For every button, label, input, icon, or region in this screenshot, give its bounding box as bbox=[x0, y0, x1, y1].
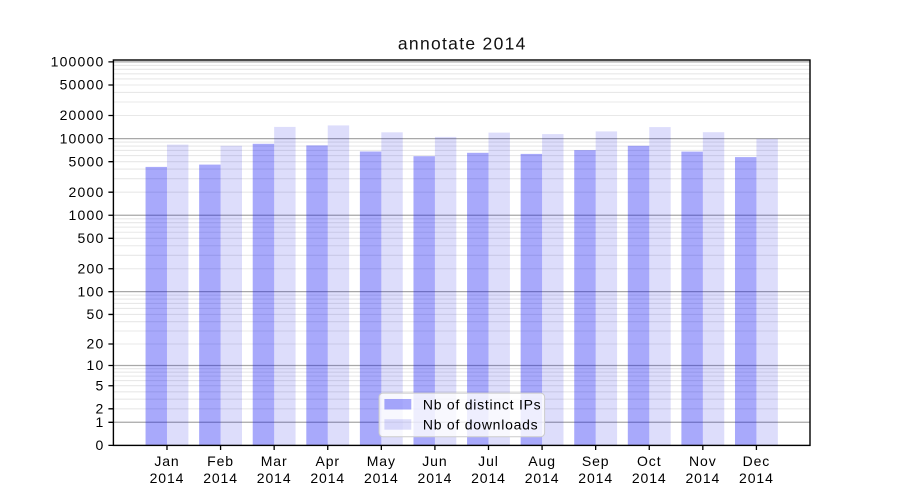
svg-text:20000: 20000 bbox=[60, 107, 105, 123]
svg-text:500: 500 bbox=[78, 230, 105, 246]
svg-text:20: 20 bbox=[87, 336, 105, 352]
svg-text:Nb of distinct IPs: Nb of distinct IPs bbox=[423, 396, 542, 412]
svg-text:Jul: Jul bbox=[478, 453, 499, 469]
svg-text:0: 0 bbox=[96, 437, 105, 453]
svg-text:5000: 5000 bbox=[69, 153, 105, 169]
svg-text:Dec: Dec bbox=[743, 453, 771, 469]
svg-text:2014: 2014 bbox=[525, 470, 560, 486]
svg-text:annotate 2014: annotate 2014 bbox=[398, 34, 527, 54]
svg-text:2014: 2014 bbox=[257, 470, 292, 486]
svg-text:2014: 2014 bbox=[739, 470, 774, 486]
svg-text:2014: 2014 bbox=[310, 470, 345, 486]
svg-text:10000: 10000 bbox=[60, 130, 105, 146]
svg-text:5: 5 bbox=[96, 377, 105, 393]
svg-text:2014: 2014 bbox=[471, 470, 506, 486]
svg-text:2014: 2014 bbox=[418, 470, 453, 486]
svg-text:Jan: Jan bbox=[154, 453, 179, 469]
svg-text:Sep: Sep bbox=[582, 453, 610, 469]
svg-text:2000: 2000 bbox=[69, 184, 105, 200]
svg-text:Feb: Feb bbox=[207, 453, 234, 469]
svg-text:50000: 50000 bbox=[60, 77, 105, 93]
svg-text:100: 100 bbox=[78, 283, 105, 299]
svg-text:2: 2 bbox=[96, 401, 105, 417]
svg-text:Mar: Mar bbox=[261, 453, 288, 469]
svg-text:Jun: Jun bbox=[422, 453, 447, 469]
svg-text:May: May bbox=[367, 453, 396, 469]
svg-text:2014: 2014 bbox=[685, 470, 720, 486]
svg-text:2014: 2014 bbox=[578, 470, 613, 486]
svg-text:1000: 1000 bbox=[69, 207, 105, 223]
svg-text:Nb of downloads: Nb of downloads bbox=[423, 417, 539, 433]
svg-text:200: 200 bbox=[78, 260, 105, 276]
svg-text:1: 1 bbox=[96, 414, 105, 430]
svg-text:Oct: Oct bbox=[637, 453, 661, 469]
svg-text:Apr: Apr bbox=[315, 453, 340, 469]
svg-text:Aug: Aug bbox=[528, 453, 556, 469]
svg-text:Nov: Nov bbox=[689, 453, 717, 469]
svg-text:50: 50 bbox=[87, 306, 105, 322]
svg-text:2014: 2014 bbox=[203, 470, 238, 486]
svg-text:2014: 2014 bbox=[364, 470, 399, 486]
svg-text:10: 10 bbox=[87, 357, 105, 373]
svg-text:2014: 2014 bbox=[632, 470, 667, 486]
svg-text:100000: 100000 bbox=[51, 54, 105, 70]
svg-text:2014: 2014 bbox=[150, 470, 185, 486]
